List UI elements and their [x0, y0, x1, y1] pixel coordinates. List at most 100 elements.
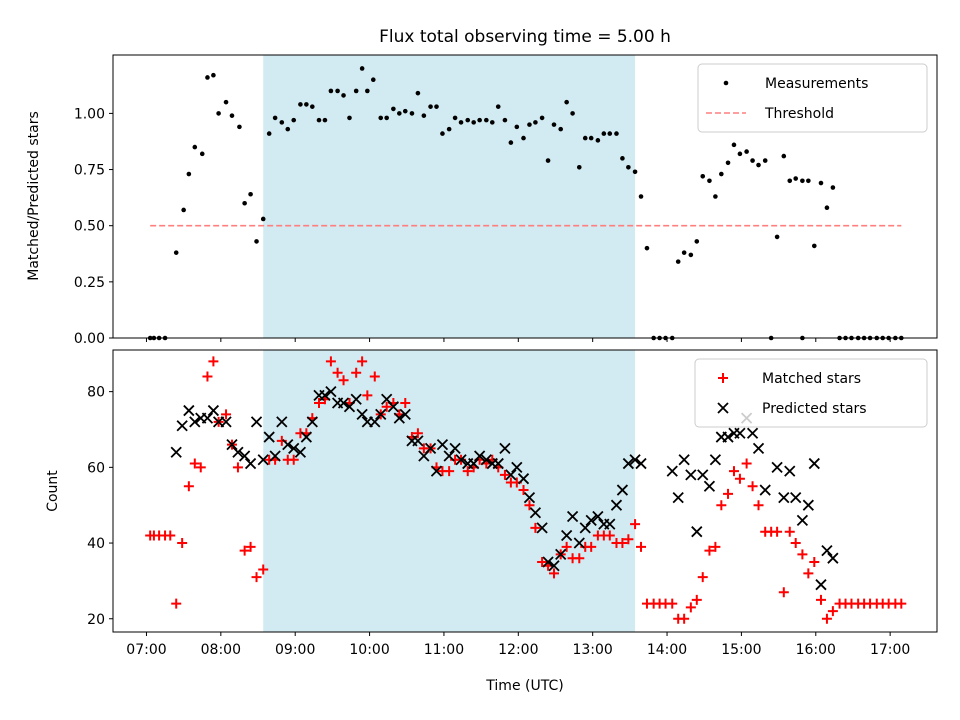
bottom-legend-box — [694, 358, 928, 428]
matched-star-point — [412, 428, 423, 439]
predicted-star-point — [238, 450, 251, 462]
x-tick-label: 17:00 — [870, 642, 910, 658]
predicted-star-point — [517, 473, 530, 485]
predicted-star-point — [784, 465, 796, 477]
matched-star-point — [258, 564, 269, 575]
predicted-star-point — [511, 461, 523, 473]
measurement-point — [248, 191, 253, 197]
top-legend-box — [697, 63, 928, 133]
matched-star-point — [245, 541, 256, 552]
predicted-star-point — [678, 454, 690, 466]
predicted-star-point — [282, 438, 294, 451]
matched-star-point — [710, 541, 721, 552]
bottom-y-tick-label: 40 — [87, 536, 105, 552]
measurement-point — [397, 111, 402, 116]
measurement-point — [266, 131, 272, 136]
matched-star-point — [561, 541, 572, 552]
predicted-star-point — [592, 510, 604, 523]
matched-star-point — [716, 500, 727, 511]
measurement-point — [514, 124, 520, 130]
measurement-point — [291, 117, 297, 123]
measurement-point — [186, 171, 192, 177]
measurement-point — [830, 185, 836, 190]
measurement-point — [409, 111, 415, 116]
measurement-point — [237, 124, 242, 130]
x-tick-label: 15:00 — [721, 642, 761, 658]
measurement-point — [614, 131, 619, 136]
predicted-star-point — [337, 397, 350, 409]
matched-star-point — [351, 367, 362, 378]
matched-star-point — [685, 602, 696, 613]
predicted-star-point — [821, 544, 833, 557]
measurement-point — [328, 88, 334, 94]
measurement-point — [694, 239, 700, 244]
measurement-point — [452, 115, 458, 121]
predicted-star-point — [350, 393, 362, 405]
predicted-star-point — [722, 431, 734, 443]
bottom-legend-label: Predicted stars — [762, 401, 867, 417]
measurement-point — [471, 120, 476, 125]
top-legend-label: Measurements — [765, 76, 868, 92]
predicted-star-point — [622, 457, 635, 470]
top-y-tick-label: 0.75 — [74, 163, 105, 179]
x-tick-label: 13:00 — [572, 642, 612, 658]
measurement-point — [787, 178, 793, 184]
matched-star-point — [604, 530, 615, 541]
measurement-point — [818, 180, 824, 186]
predicted-star-point — [616, 484, 629, 496]
measurement-point — [298, 102, 303, 107]
measurement-point — [434, 104, 439, 109]
predicted-star-point — [827, 552, 839, 564]
predicted-star-point — [492, 457, 504, 470]
predicted-star-point — [734, 427, 746, 439]
x-tick-label: 07:00 — [126, 642, 166, 658]
bottom-panel: 20 40 60 80 07:00 08:00 09:00 10:00 11:00 12:00 13… — [45, 349, 938, 658]
measurement-point — [688, 252, 694, 258]
matched-star-point — [803, 568, 814, 579]
matched-star-point — [691, 594, 702, 605]
measurement-point — [242, 200, 247, 206]
matched-star-point — [288, 454, 299, 465]
measurement-point — [458, 120, 464, 125]
matched-star-point — [232, 462, 243, 473]
matched-star-point — [239, 545, 250, 556]
measurement-point — [800, 178, 805, 184]
predicted-star-point — [468, 457, 480, 470]
matched-star-point — [778, 587, 789, 598]
predicted-star-point — [257, 454, 269, 466]
measurement-point — [793, 176, 799, 181]
predicted-star-point — [455, 454, 467, 466]
legend-measurements-marker — [723, 80, 729, 86]
measurement-point — [223, 99, 229, 105]
measurement-point — [181, 207, 186, 213]
matched-star-point — [821, 613, 832, 624]
predicted-star-point — [672, 491, 684, 504]
figure-title: Flux total observing time = 5.00 h — [379, 27, 671, 47]
matched-star-point — [741, 458, 752, 469]
predicted-star-point — [375, 408, 387, 420]
measurement-point — [607, 131, 613, 136]
measurement-point — [495, 104, 501, 109]
measurement-point — [595, 138, 601, 143]
predicted-star-point — [796, 514, 809, 526]
measurement-point — [521, 135, 526, 141]
matched-star-point — [189, 458, 200, 469]
x-tick-label: 12:00 — [498, 642, 538, 658]
x-tick-label: 10:00 — [349, 642, 389, 658]
predicted-star-point — [263, 431, 275, 443]
top-legend-label: Threshold — [764, 106, 834, 122]
measurement-point — [713, 194, 718, 199]
matched-star-point — [704, 545, 715, 556]
predicted-star-point — [536, 522, 548, 534]
measurement-point — [211, 72, 216, 78]
measurement-point — [774, 234, 780, 240]
matched-star-point — [827, 606, 838, 617]
predicted-star-point — [555, 548, 567, 561]
predicted-star-point — [220, 416, 232, 428]
matched-star-point — [325, 356, 336, 367]
predicted-star-point — [393, 412, 405, 424]
predicted-star-point — [201, 412, 214, 424]
matched-star-point — [747, 481, 758, 492]
measurement-point — [347, 115, 352, 121]
matched-star-point — [723, 488, 734, 499]
